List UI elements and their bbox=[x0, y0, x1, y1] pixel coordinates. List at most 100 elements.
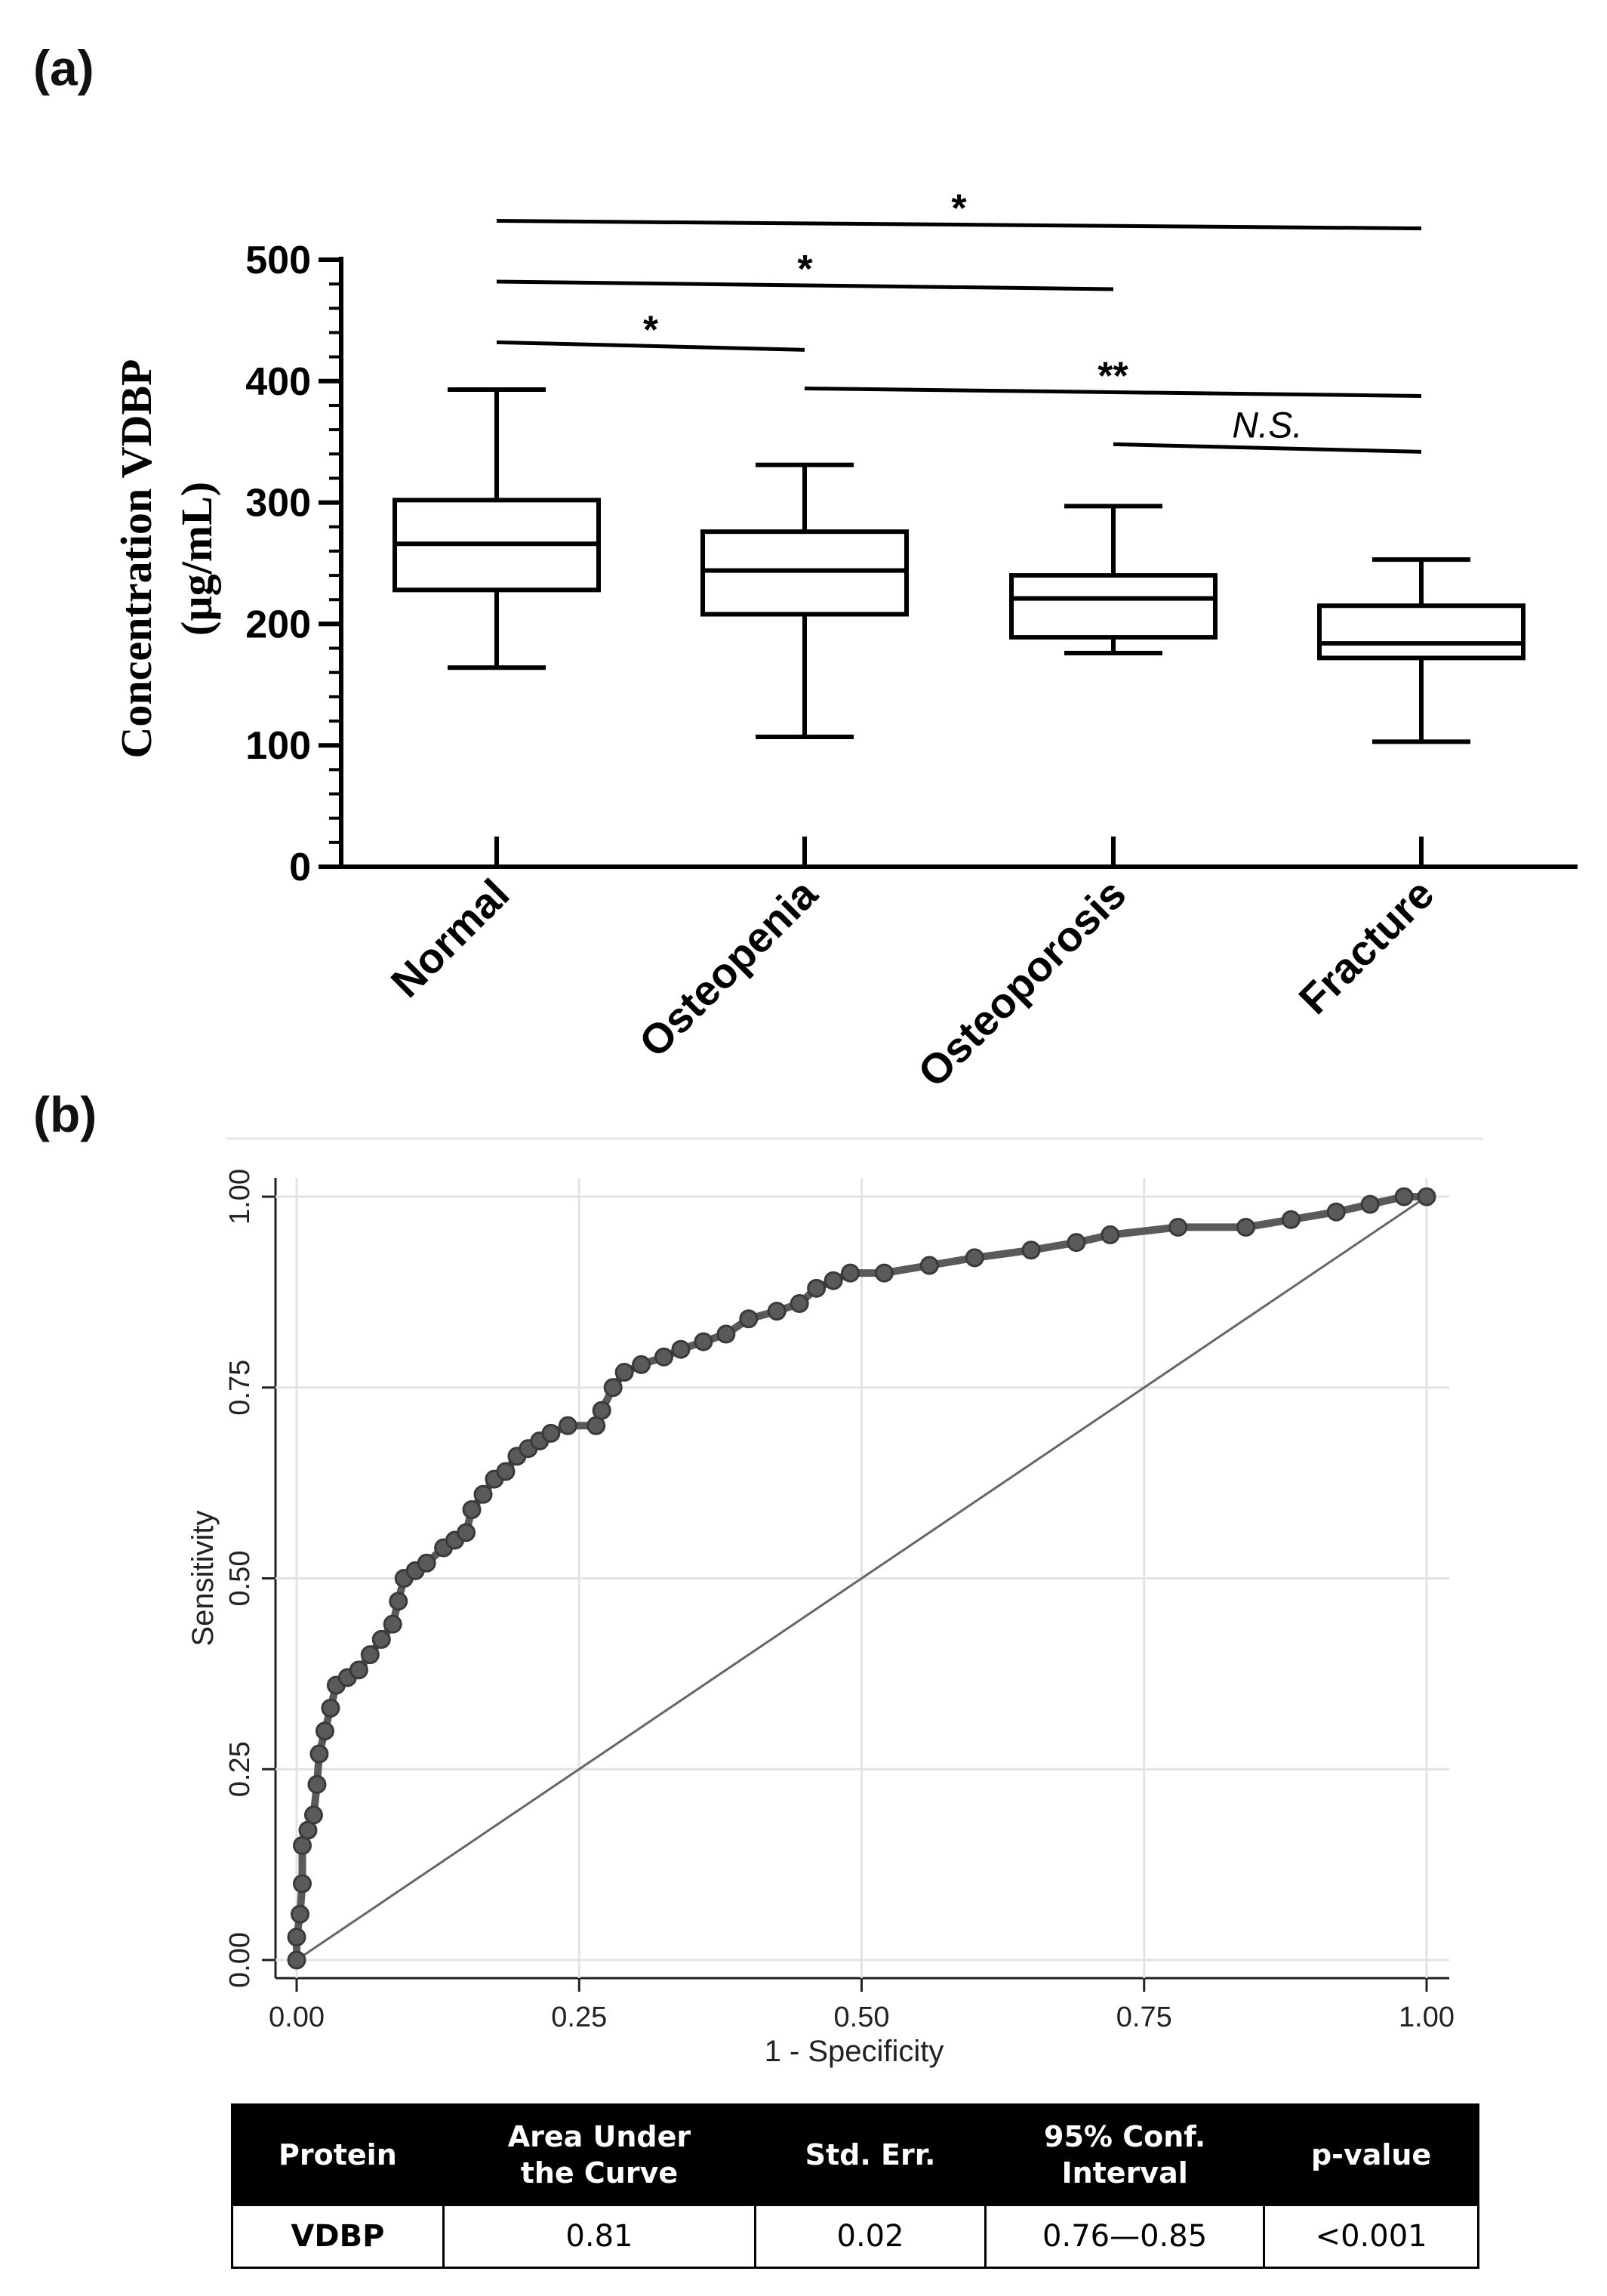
roc-point bbox=[1168, 1217, 1188, 1237]
roc-curve-chart: 0.00 0.25 0.50 0.75 1.00 0.00 0.25 0.50 0.75 1.00… bbox=[186, 1137, 1483, 2068]
roc-point bbox=[603, 1378, 623, 1398]
y-axis-label-line1: Concentration VDBP bbox=[112, 359, 161, 759]
roc-point bbox=[767, 1302, 787, 1321]
box-plot-chart: 0 100 200 300 400 500 Concentration VDBP (µg/mL… bbox=[112, 187, 1578, 1087]
box-osteoporosis bbox=[1009, 504, 1218, 655]
y-axis-title: Sensitivity bbox=[186, 1510, 220, 1646]
significance-label-3: ** bbox=[1098, 354, 1128, 398]
roc-point bbox=[739, 1309, 759, 1329]
roc-point bbox=[473, 1484, 493, 1504]
roc-point bbox=[417, 1553, 436, 1573]
y-tick-label: 0 bbox=[289, 846, 311, 889]
significance-label-0: * bbox=[951, 187, 967, 231]
significance-label-1: * bbox=[797, 248, 813, 291]
roc-point bbox=[349, 1660, 368, 1680]
iqr-box bbox=[700, 529, 909, 617]
auc-table-container: Protein Area Under the Curve Std. Err. 95… bbox=[231, 2103, 1479, 2269]
header-protein: Protein bbox=[231, 2103, 445, 2206]
roc-point bbox=[716, 1324, 736, 1344]
roc-point bbox=[290, 1904, 309, 1924]
x-tick-label-normal: Normal bbox=[382, 870, 519, 1006]
y-tick-label: 1.00 bbox=[224, 1169, 256, 1225]
header-auc-line1: Area Under bbox=[507, 2120, 691, 2153]
roc-point bbox=[389, 1592, 408, 1611]
roc-point bbox=[1101, 1225, 1120, 1245]
x-tick-label-osteopenia: Osteopenia bbox=[630, 869, 827, 1066]
header-ci-line2: Interval bbox=[1061, 2156, 1188, 2190]
x-tick-label: 0.00 bbox=[269, 2002, 325, 2033]
reference-diagonal-line bbox=[296, 1195, 1427, 1962]
roc-point bbox=[541, 1423, 561, 1443]
cell-conf-interval: 0.76—0.85 bbox=[984, 2204, 1266, 2269]
header-p-value-text: p-value bbox=[1310, 2138, 1432, 2171]
roc-point bbox=[360, 1645, 380, 1665]
y-tick-label: 100 bbox=[245, 724, 311, 768]
x-tick-label: 0.75 bbox=[1116, 2002, 1172, 2033]
roc-point bbox=[592, 1401, 611, 1420]
roc-point bbox=[586, 1416, 606, 1435]
header-auc: Area Under the Curve bbox=[442, 2103, 757, 2206]
significance-label-4: N.S. bbox=[1232, 405, 1302, 445]
table-header-row: Protein Area Under the Curve Std. Err. 95… bbox=[231, 2103, 1479, 2206]
cell-std-err: 0.02 bbox=[754, 2204, 987, 2269]
roc-point bbox=[371, 1629, 391, 1649]
roc-point bbox=[694, 1332, 713, 1351]
panel-b-label: (b) bbox=[33, 1086, 97, 1142]
y-tick-label: 0.75 bbox=[224, 1360, 256, 1416]
header-protein-text: Protein bbox=[279, 2138, 397, 2171]
roc-point bbox=[1236, 1217, 1255, 1237]
roc-point bbox=[1360, 1194, 1380, 1214]
significance-line-0 bbox=[496, 219, 1422, 231]
header-std-err-text: Std. Err. bbox=[805, 2138, 936, 2171]
cell-protein: VDBP bbox=[231, 2204, 445, 2269]
header-conf-interval: 95% Conf. Interval bbox=[984, 2103, 1266, 2206]
iqr-box bbox=[1009, 573, 1218, 640]
y-tick-label: 500 bbox=[245, 239, 311, 282]
roc-point bbox=[457, 1523, 476, 1542]
significance-label-2: * bbox=[643, 308, 659, 352]
y-tick-label: 300 bbox=[245, 482, 311, 525]
roc-point bbox=[1281, 1210, 1301, 1229]
x-tick-label: 0.50 bbox=[834, 2002, 890, 2033]
roc-point bbox=[558, 1416, 577, 1435]
roc-point bbox=[614, 1363, 634, 1382]
y-tick-label: 0.00 bbox=[224, 1932, 256, 1988]
y-axis-label-line2: (µg/mL) bbox=[172, 482, 221, 636]
roc-point bbox=[965, 1248, 984, 1268]
roc-point bbox=[654, 1347, 674, 1367]
roc-point bbox=[287, 1950, 306, 1970]
box-osteopenia bbox=[700, 462, 909, 739]
roc-point bbox=[1021, 1240, 1041, 1260]
roc-point bbox=[298, 1820, 318, 1840]
y-tick-label: 0.25 bbox=[224, 1741, 256, 1797]
roc-point bbox=[292, 1835, 312, 1855]
roc-point bbox=[321, 1698, 340, 1718]
x-tick-label: 0.25 bbox=[551, 2002, 607, 2033]
roc-point bbox=[1326, 1202, 1346, 1222]
roc-point bbox=[1394, 1187, 1414, 1207]
roc-point bbox=[841, 1263, 860, 1283]
roc-point bbox=[671, 1339, 691, 1359]
cell-p-value: <0.001 bbox=[1263, 2204, 1479, 2269]
roc-point bbox=[307, 1774, 327, 1794]
table-row: VDBP 0.81 0.02 0.76—0.85 <0.001 bbox=[231, 2204, 1479, 2269]
x-tick-label-fracture: Fracture bbox=[1289, 870, 1442, 1023]
box-fracture bbox=[1317, 557, 1525, 744]
significance-line-1 bbox=[496, 279, 1114, 291]
y-tick-label: 400 bbox=[245, 360, 311, 404]
roc-point bbox=[632, 1354, 651, 1374]
roc-point bbox=[496, 1462, 516, 1481]
iqr-box bbox=[1317, 603, 1525, 661]
roc-point bbox=[309, 1744, 329, 1764]
roc-point bbox=[383, 1614, 402, 1634]
y-tick-label: 0.50 bbox=[224, 1551, 256, 1607]
significance-line-2 bbox=[496, 340, 805, 352]
box-normal bbox=[393, 387, 601, 670]
roc-point bbox=[1417, 1187, 1436, 1207]
roc-point bbox=[315, 1721, 334, 1741]
roc-point bbox=[287, 1928, 306, 1947]
roc-point bbox=[292, 1874, 312, 1894]
y-tick-label: 200 bbox=[245, 603, 311, 646]
header-ci-line1: 95% Conf. bbox=[1044, 2120, 1206, 2153]
significance-line-3 bbox=[804, 386, 1422, 398]
